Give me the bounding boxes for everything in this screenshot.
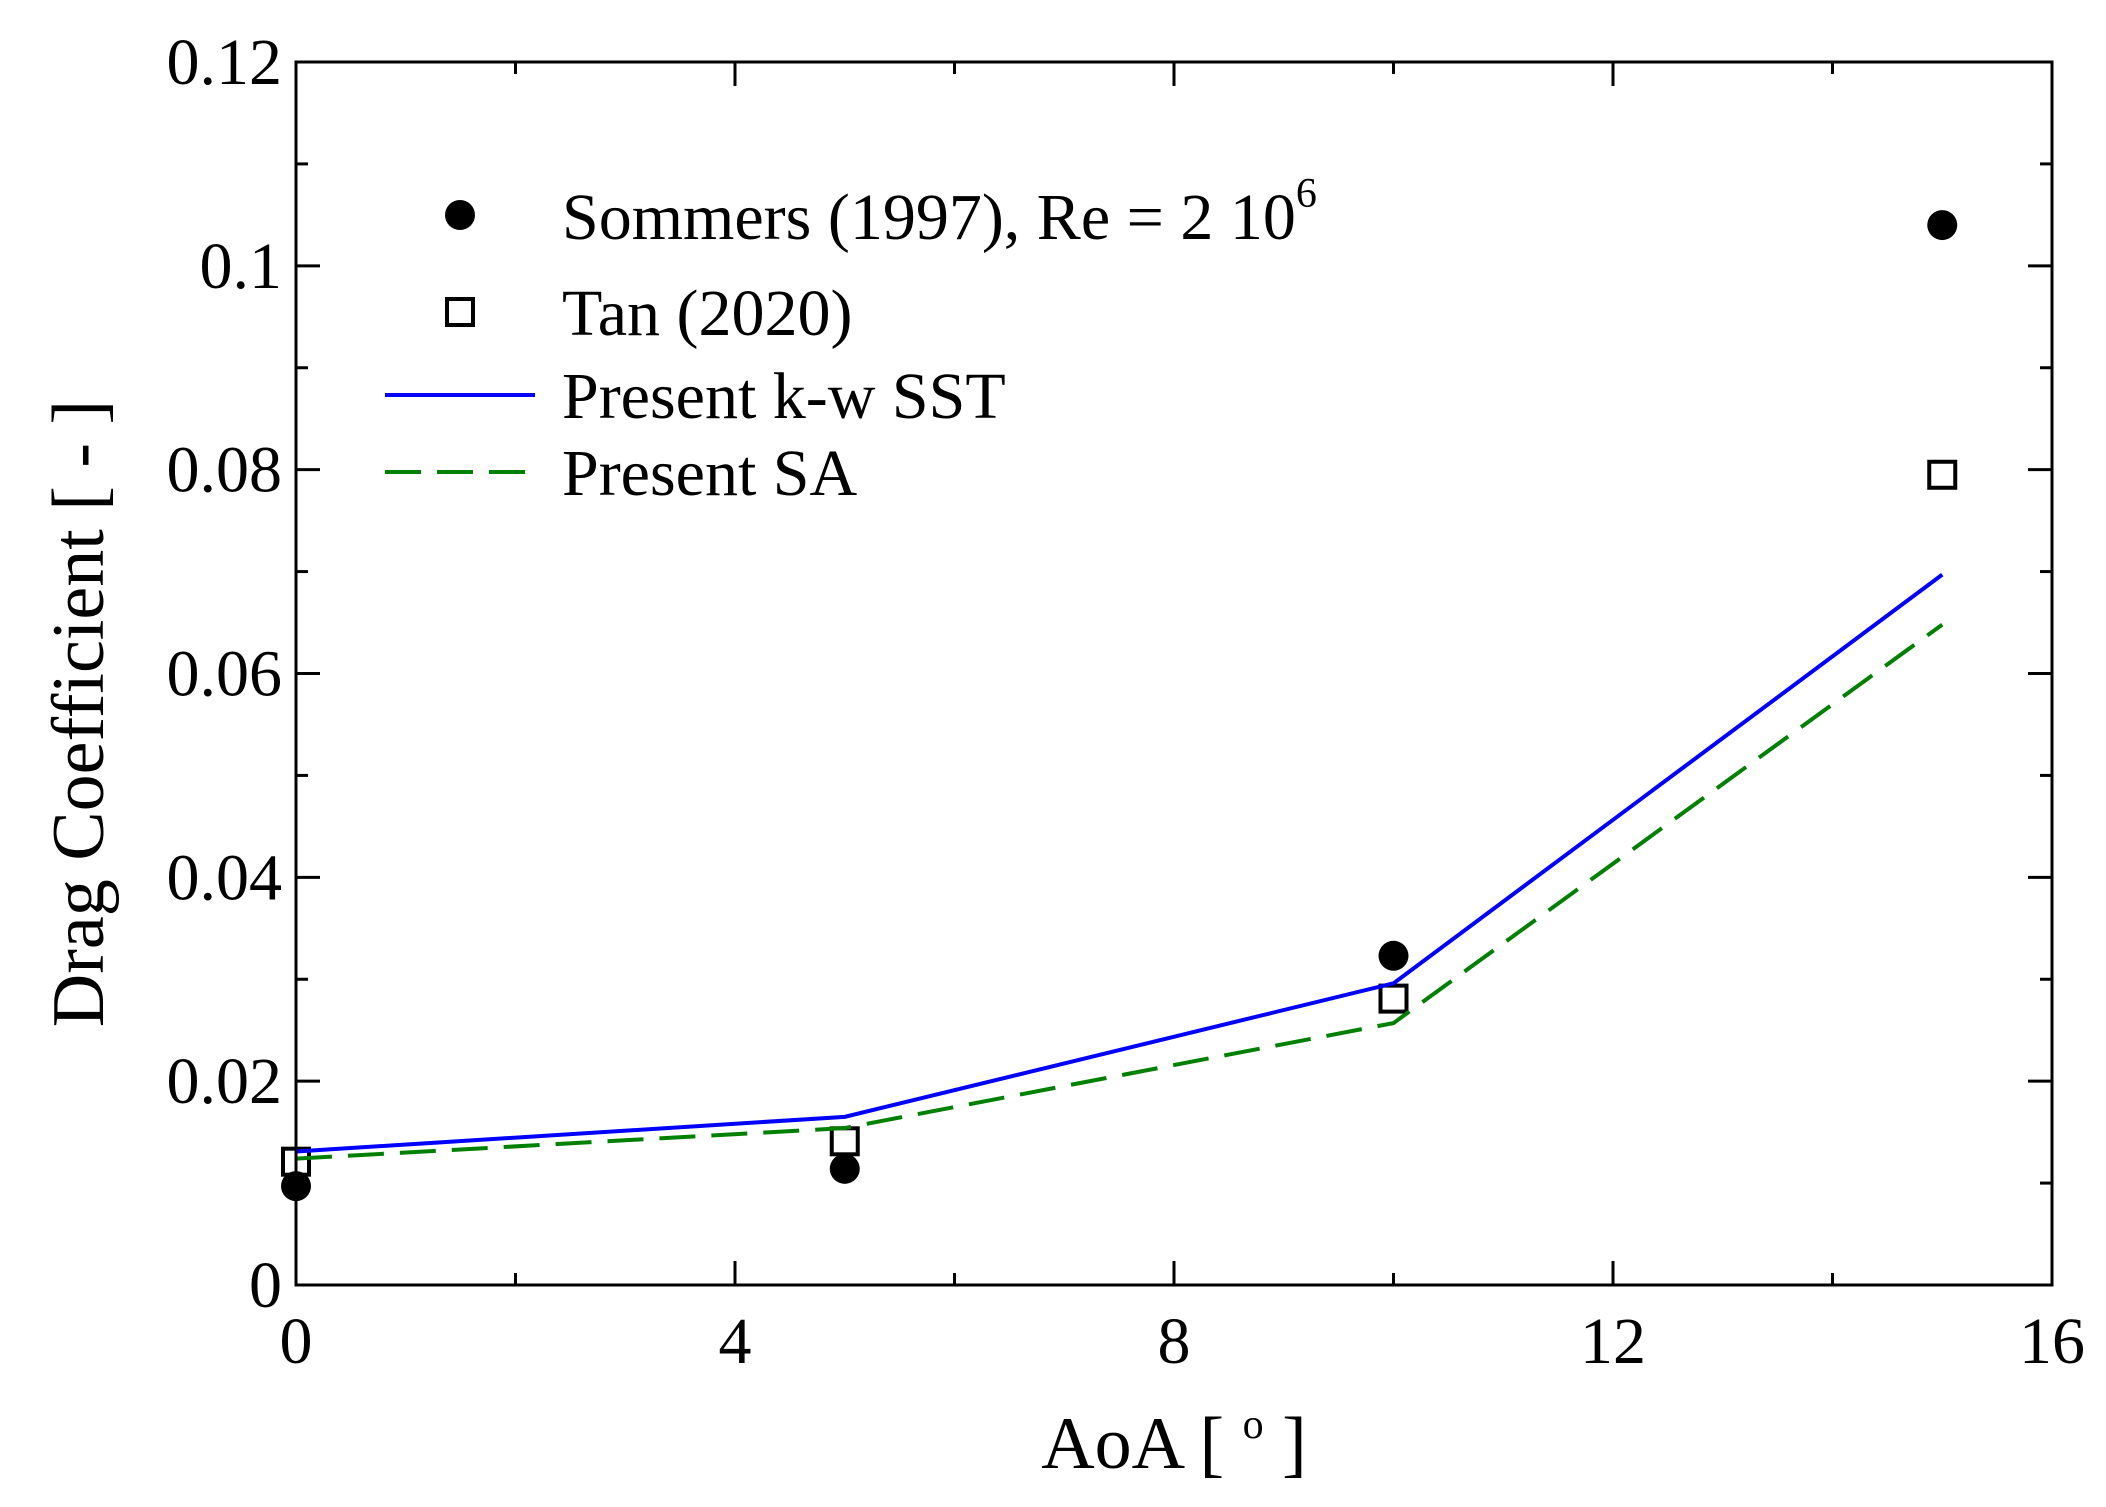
x-tick-label: 12 [1580,1305,1646,1378]
x-axis-title: AoA [ o ] [1041,1402,1307,1485]
series-line [295,622,1944,1161]
y-tick-label: 0.04 [167,841,283,914]
plot-frame [294,60,2054,1287]
legend-label-sa: Present SA [562,437,858,510]
data-point-square [829,1126,860,1157]
legend-entry-tan: Tan (2020) [445,277,852,350]
data-point-circle [829,1153,860,1184]
data-point-square [1927,459,1958,490]
y-axis-title: Drag Coefficient [ - ] [38,400,120,1027]
legend: Sommers (1997), Re = 2 106 Tan (2020) Pr… [385,171,1317,510]
legend-label-sommers: Sommers (1997), Re = 2 106 [562,171,1317,254]
series-2 [295,573,1944,1154]
x-tick-label: 0 [280,1305,313,1378]
legend-marker-filled-circle [445,200,475,230]
legend-label-tan: Tan (2020) [562,277,852,350]
legend-entry-sa: Present SA [385,437,858,510]
series-1 [281,459,1958,1177]
y-tick-label: 0 [249,1249,282,1322]
y-tick-label: 0.02 [167,1045,283,1118]
data-point-square [1378,983,1409,1014]
x-tick-label: 4 [719,1305,752,1378]
x-tick-label: 16 [2019,1305,2085,1378]
data-point-circle [1927,210,1958,241]
legend-label-sst: Present k-w SST [562,360,1006,433]
legend-entry-sommers: Sommers (1997), Re = 2 106 [445,171,1317,254]
series-line [295,573,1944,1154]
x-tick-label: 8 [1158,1305,1191,1378]
series-3 [295,622,1944,1161]
series-0 [281,210,1958,1202]
y-tick-label: 0.06 [167,638,283,711]
legend-marker-open-square [445,297,475,327]
tick-labels: 0 4 8 12 16 0 0.02 0.04 0.06 0.08 0.1 0.12 [167,26,2086,1378]
legend-entry-sst: Present k-w SST [385,360,1006,433]
series-layer [281,210,1958,1202]
data-point-circle [1378,940,1409,971]
y-tick-label: 0.12 [167,26,283,99]
y-tick-label: 0.08 [167,434,283,507]
y-tick-label: 0.1 [200,230,283,303]
